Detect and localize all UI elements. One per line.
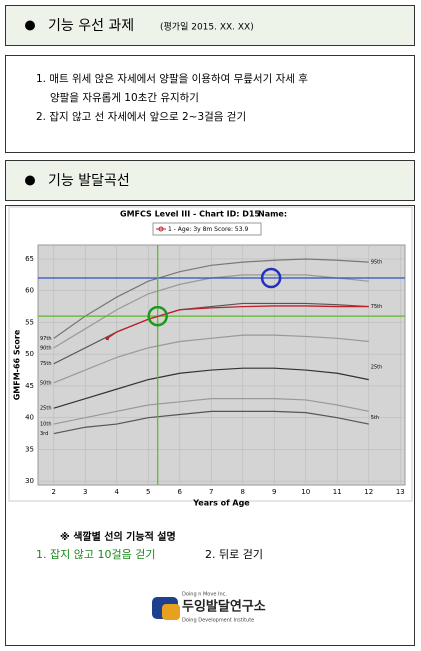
explanation: 1. 잡지 않고 10걸음 걷기 [36,548,155,561]
note: ※ 색깔별 선의 기능적 설명 [60,530,176,543]
percentile-line [53,367,369,409]
bullet [25,175,35,186]
x-tick-label: 10 [301,488,310,496]
plot-area [37,244,406,486]
x-axis-label: Years of Age [192,499,250,508]
x-tick-label: 6 [178,488,183,496]
x-tick-label: 3 [83,488,87,496]
percentile-label: 5th [371,415,379,421]
y-tick-label: 30 [25,477,34,485]
percentile-line [53,398,369,425]
highlight-circle [147,305,168,327]
x-tick-label: 7 [209,488,213,496]
section2-title: 기능 발달곡선 [48,173,130,189]
logo-english: Doing Development Institute [182,618,254,624]
y-tick-label: 45 [25,382,34,390]
x-tick-label: 5 [146,488,150,496]
child-line [106,305,369,339]
child-point [105,336,110,341]
percentile-label: 10th [40,422,52,428]
x-tick-label: 4 [115,488,120,496]
percentile-label: 50th [40,380,52,386]
section1-title: 기능 우선 과제 [48,18,134,34]
y-tick-label: 55 [25,318,34,326]
name-label: Name: [258,210,287,219]
percentile-label: 25th [40,406,52,412]
percentile-label: 95th [371,260,383,266]
legend-swatch [158,226,164,232]
x-tick-label: 9 [272,488,276,496]
section1-date: (평가일 2015. XX. XX) [160,22,254,33]
percentile-label: 90th [40,345,52,351]
y-tick-label: 60 [25,287,34,295]
y-tick-label: 50 [25,350,34,358]
y-tick-label: 40 [25,414,34,422]
percentile-label: 97th [40,336,52,342]
chart-title: GMFCS Level III - Chart ID: D15 [120,210,260,219]
section1-box [5,55,415,153]
percentile-label: 25th [371,364,383,370]
x-tick-label: 12 [364,488,373,496]
logo-company: Doing n Move Inc. [182,592,227,598]
legend-text: 1 - Age: 3y 8m Score: 53.9 [168,226,248,233]
logo-mark [162,604,180,620]
section1-header [5,5,415,46]
percentile-line [53,334,369,384]
section2-header [5,160,415,201]
percentile-line [53,410,369,435]
item: 양팔을 자유롭게 10초간 유지하기 [50,91,199,104]
bullet [25,20,35,31]
x-tick-label: 11 [333,488,342,496]
percentile-label: 75th [40,361,52,367]
x-tick-label: 2 [52,488,56,496]
y-tick-label: 35 [25,445,34,453]
y-tick-label: 65 [25,255,34,263]
percentile-label: 75th [371,304,383,310]
percentile-line [53,258,369,339]
item: 2. 잡지 않고 선 자세에서 앞으로 2~3걸음 걷기 [36,110,246,123]
y-axis-label: GMFM-66 Score [13,329,22,400]
legend-box [152,222,262,236]
item: 1. 매트 위세 앉은 자세에서 양팔을 이용하여 무릎서기 자세 후 [36,72,308,85]
x-tick-label: 8 [241,488,245,496]
explanation: 2. 뒤로 걷기 [205,548,263,561]
highlight-circle [260,267,282,289]
logo-name: 두잉발달연구소 [182,599,266,615]
percentile-label: 3rd [40,431,48,437]
x-tick-label: 13 [396,488,405,496]
logo: Doing n Move Inc. 두잉발달연구소 Doing Developm… [152,592,266,624]
